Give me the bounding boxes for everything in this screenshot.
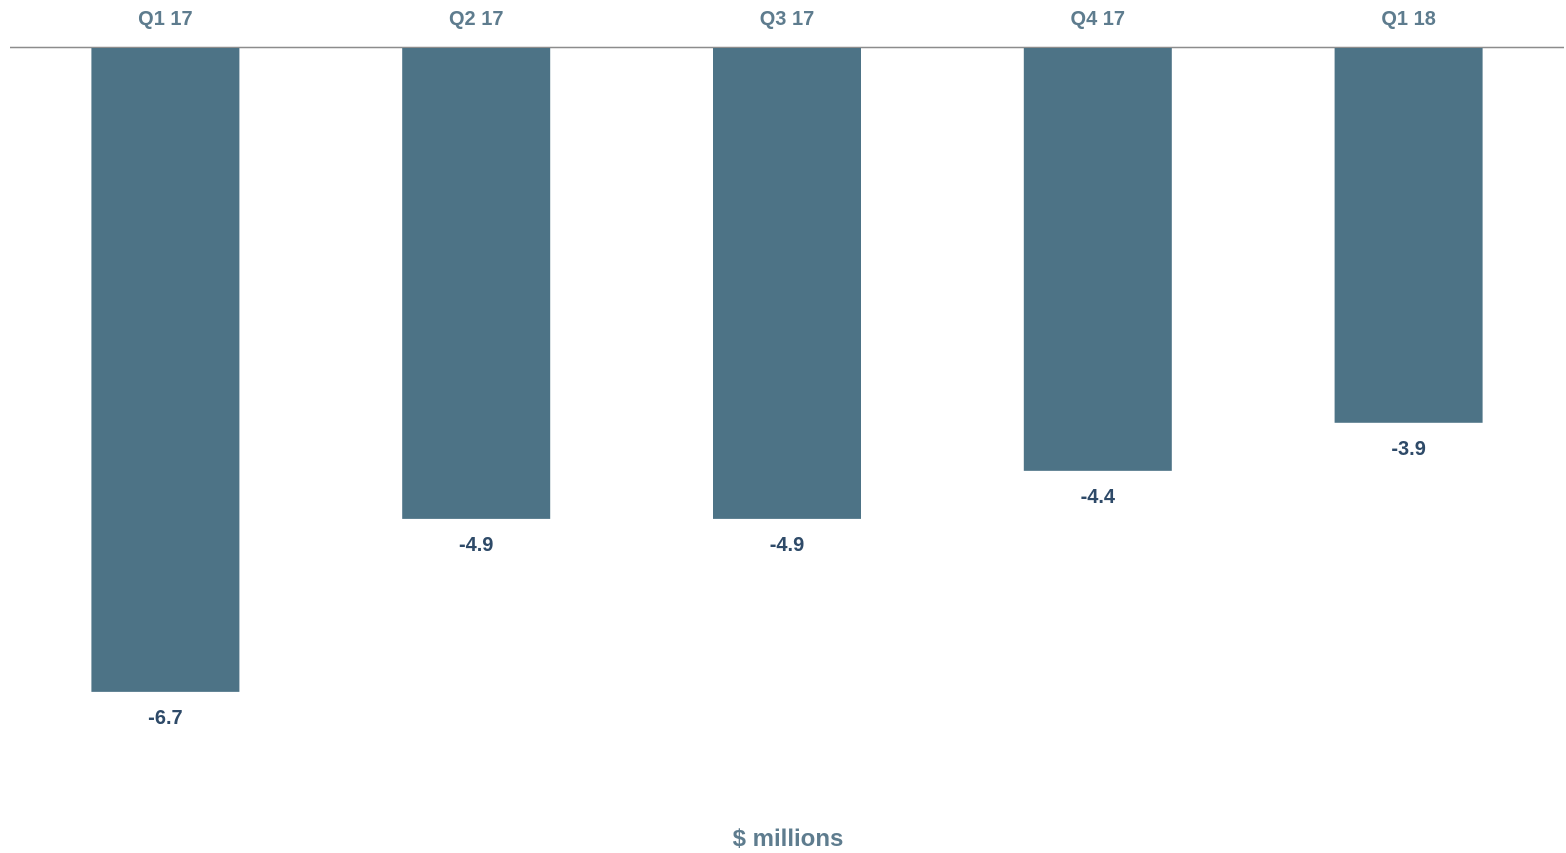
- x-tick-label: Q1 17: [138, 8, 192, 30]
- bar: [713, 48, 861, 519]
- x-tick-label: Q2 17: [449, 8, 503, 30]
- x-tick-label: Q4 17: [1071, 8, 1125, 30]
- bar: [1023, 48, 1172, 471]
- data-label: -4.4: [1081, 486, 1116, 508]
- x-tick-labels: Q1 17 Q2 17 Q3 17 Q4 17 Q1 18: [138, 8, 1436, 30]
- x-tick-label: Q3 17: [760, 8, 814, 30]
- data-label: -4.9: [459, 534, 493, 556]
- data-label: -6.7: [148, 707, 182, 729]
- data-label: -4.9: [770, 534, 804, 556]
- bar: [402, 48, 551, 519]
- bar: [1334, 48, 1483, 423]
- bars: [91, 48, 1483, 692]
- data-labels: -6.7 -4.9 -4.9 -4.4 -3.9: [148, 438, 1426, 729]
- bar: [91, 48, 240, 692]
- x-tick-label: Q1 18: [1381, 8, 1435, 30]
- data-label: -3.9: [1391, 438, 1425, 460]
- x-axis-title: $ millions: [733, 825, 844, 852]
